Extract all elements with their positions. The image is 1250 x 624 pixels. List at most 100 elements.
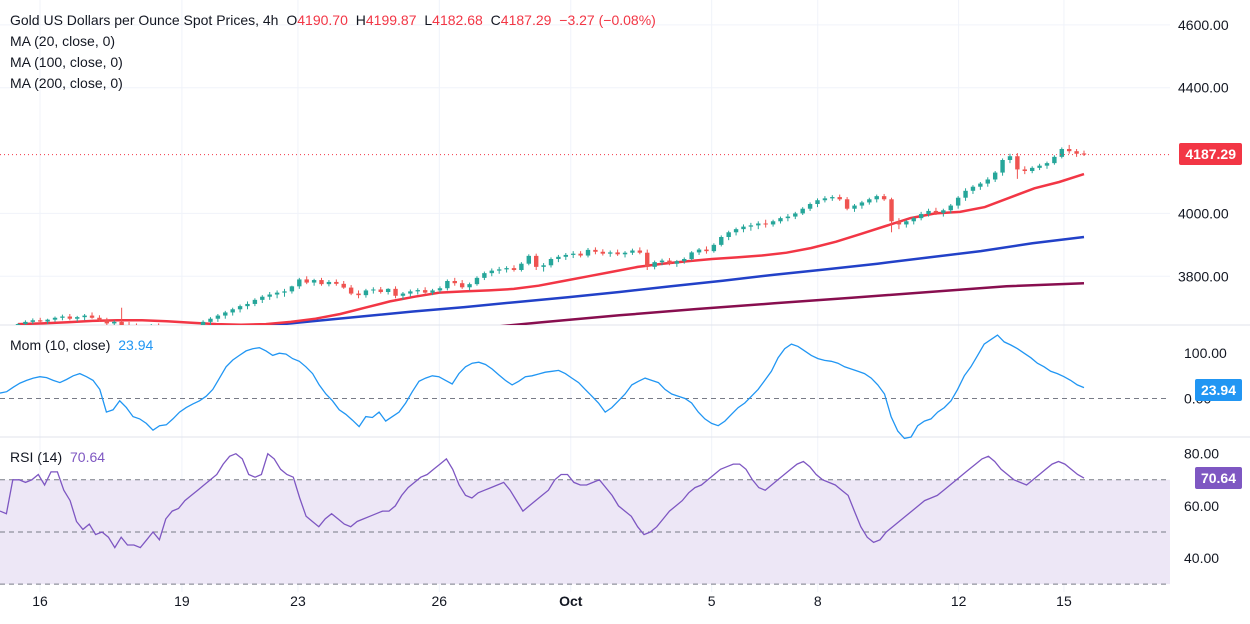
candle-body <box>1000 160 1005 173</box>
rsi-legend: RSI (14) 70.64 <box>10 449 109 465</box>
candle-body <box>1081 153 1087 155</box>
candle-body <box>304 279 309 283</box>
candle-body <box>955 197 961 206</box>
candle-body <box>97 317 102 321</box>
close-value: 4187.29 <box>500 12 552 28</box>
price-tick-label: 4000.00 <box>1178 205 1229 221</box>
candle-body <box>733 229 739 233</box>
candle-body <box>689 252 694 259</box>
rsi-legend-value: 70.64 <box>70 449 106 465</box>
candle-body <box>1066 149 1072 152</box>
candle-body <box>1022 169 1027 171</box>
candle-body <box>408 291 413 294</box>
candle-body <box>785 216 791 219</box>
candle-body <box>667 260 672 264</box>
momentum-value-badge: 23.94 <box>1194 379 1242 401</box>
candle-body <box>348 287 354 294</box>
candle-body <box>319 280 324 285</box>
candle-body <box>341 283 346 288</box>
candle-body <box>556 256 561 259</box>
candle-body <box>889 199 894 222</box>
candle-body <box>149 326 153 327</box>
candle-body <box>60 316 65 318</box>
open-label: O <box>286 12 298 28</box>
price-tick-label: 3800.00 <box>1178 268 1229 284</box>
candle-body <box>933 210 939 213</box>
ma200-legend: MA (200, close, 0) <box>10 75 123 91</box>
candle-body <box>585 249 591 256</box>
candle-body <box>926 210 931 215</box>
candle-body <box>311 280 317 283</box>
x-tick-label: 12 <box>951 593 967 609</box>
low-value: 4182.68 <box>432 12 483 28</box>
candle-body <box>770 221 776 225</box>
candle-body <box>223 312 228 316</box>
candle-body <box>807 204 813 209</box>
candle-body <box>23 321 28 325</box>
candle-body <box>615 252 620 255</box>
candle-body <box>452 281 457 284</box>
candle-body <box>267 294 272 297</box>
candle-body <box>445 281 450 289</box>
candle-body <box>793 213 798 217</box>
candle-body <box>985 179 990 184</box>
candle-body <box>1044 163 1050 166</box>
candle-body <box>918 214 924 219</box>
candle-body <box>763 223 768 225</box>
ma20-line <box>17 172 1085 325</box>
candle-body <box>859 202 865 206</box>
ma20-legend: MA (20, close, 0) <box>10 33 116 49</box>
candle-body <box>67 316 73 319</box>
price-tick-label: 4600.00 <box>1178 17 1229 33</box>
candle-body <box>186 330 190 331</box>
candle-body <box>297 279 302 287</box>
open-value: 4190.70 <box>297 12 348 28</box>
candle-body <box>1007 156 1013 160</box>
candle-body <box>896 221 902 225</box>
candle-body <box>430 290 435 293</box>
momentum-line <box>0 334 1085 440</box>
candle-body <box>371 289 376 291</box>
candle-body <box>334 281 339 284</box>
candle-body <box>282 291 287 293</box>
candle-body <box>134 327 138 330</box>
candle-body <box>326 281 332 285</box>
candle-body <box>578 253 583 256</box>
ma100-legend: MA (100, close, 0) <box>10 54 123 70</box>
high-label: H <box>355 12 366 28</box>
candle-body <box>119 321 124 325</box>
x-tick-label: 23 <box>290 593 306 609</box>
candle-body <box>741 226 746 230</box>
candle-body <box>75 317 80 319</box>
candle-body <box>593 249 598 252</box>
candle-body <box>726 232 731 237</box>
rsi-title: RSI (14) <box>10 449 63 465</box>
x-tick-label: Oct <box>559 593 583 609</box>
close-label: C <box>490 12 501 28</box>
candle-body <box>15 324 21 325</box>
candle-body <box>674 261 680 264</box>
candle-body <box>45 319 50 322</box>
candle-body <box>526 255 531 264</box>
x-tick-label: 15 <box>1056 593 1072 609</box>
candle-body <box>378 289 383 292</box>
high-value: 4199.87 <box>365 12 417 28</box>
candle-body <box>815 200 820 204</box>
candle-body <box>645 252 650 267</box>
candle-body <box>112 321 117 324</box>
candle-body <box>941 210 946 213</box>
candle-body <box>393 288 398 296</box>
candle-body <box>38 320 43 322</box>
candle-body <box>837 197 842 200</box>
candle-body <box>215 315 221 319</box>
candle-body <box>363 290 369 296</box>
candle-body <box>164 330 168 332</box>
candle-body <box>778 218 783 222</box>
change-value: −3.27 (−0.08%) <box>559 12 656 28</box>
candle-body <box>682 259 687 262</box>
candle-body <box>274 292 280 295</box>
candle-body <box>874 196 879 200</box>
candle-body <box>800 208 805 214</box>
candle-body <box>533 255 539 267</box>
